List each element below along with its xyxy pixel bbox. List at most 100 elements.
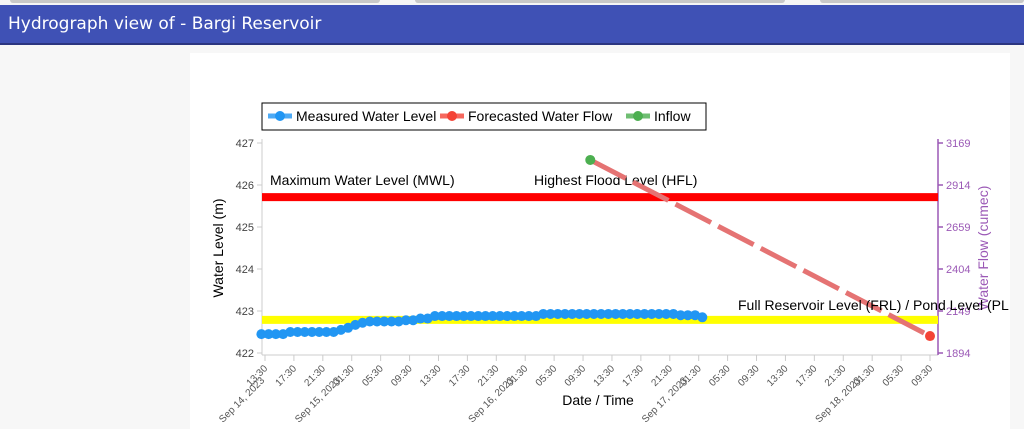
y2-tick-label: 2659 — [946, 222, 970, 234]
x-tick-label: 13:30 — [592, 363, 618, 389]
legend-swatch-dot — [633, 111, 643, 121]
measured-water-level-point — [451, 311, 462, 322]
measured-water-level-point — [588, 308, 599, 319]
measured-water-level-point — [256, 329, 267, 340]
x-axis-title: Date / Time — [562, 392, 634, 408]
browser-tab[interactable] — [820, 0, 1024, 3]
browser-tab[interactable] — [10, 0, 380, 3]
measured-water-level-point — [538, 308, 549, 319]
x-tick-label: 09:30 — [389, 363, 415, 389]
measured-water-level-point — [437, 311, 448, 322]
y2-tick-label: 2404 — [946, 264, 970, 276]
page-header: Hydrograph view of - Bargi Reservoir — [0, 5, 1024, 45]
legend-item: Inflow — [626, 108, 691, 124]
x-date-label: Sep 18, 2023 — [814, 375, 864, 425]
measured-water-level-point — [516, 311, 527, 322]
legend-swatch-dot — [275, 111, 285, 121]
forecasted-water-flow-point — [925, 331, 935, 342]
measured-water-level-point — [364, 316, 375, 327]
measured-water-level-point — [480, 311, 491, 322]
measured-water-level-point — [321, 327, 332, 337]
measured-water-level-point — [429, 311, 440, 322]
measured-water-level-point — [603, 308, 614, 319]
measured-water-level-point — [646, 308, 657, 319]
measured-water-level-point — [487, 311, 498, 322]
measured-water-level-point — [299, 327, 310, 337]
measured-water-level-point — [386, 316, 397, 327]
x-tick-label: 05:30 — [881, 363, 907, 389]
measured-water-level-point — [559, 308, 570, 319]
x-date-label: Sep 17, 2023 — [640, 375, 690, 425]
x-tick-label: 17:30 — [274, 363, 300, 389]
measured-water-level-point — [639, 308, 650, 319]
measured-water-level-point — [270, 329, 281, 340]
measured-water-level-point — [610, 308, 621, 319]
x-tick-label: 17:30 — [621, 363, 647, 389]
measured-water-level-point — [574, 308, 585, 319]
legend-label: Forecasted Water Flow — [468, 108, 613, 124]
measured-water-level-point — [306, 327, 317, 337]
measured-water-level-point — [415, 313, 426, 324]
measured-water-level-point — [466, 311, 477, 322]
legend-item: Forecasted Water Flow — [440, 108, 613, 124]
measured-water-level-point — [285, 327, 296, 337]
measured-water-level-point — [379, 316, 390, 327]
x-tick-label: 05:30 — [534, 363, 560, 389]
measured-water-level-point — [661, 308, 672, 319]
x-tick-label: 05:30 — [707, 363, 733, 389]
x-date-label: Sep 16, 2023 — [467, 375, 517, 425]
x-tick-label: 09:30 — [563, 363, 589, 389]
measured-water-level-point — [292, 327, 303, 337]
measured-water-level-point — [502, 311, 513, 322]
measured-water-level-point — [552, 308, 563, 319]
measured-water-level-point — [682, 310, 693, 321]
y-tick-label: 422 — [236, 348, 254, 360]
browser-tab-strip — [0, 0, 1024, 5]
y-tick-label: 427 — [236, 138, 254, 150]
y2-tick-label: 2149 — [946, 306, 970, 318]
x-tick-label: 09:30 — [736, 363, 762, 389]
y-tick-label: 424 — [236, 264, 254, 276]
frl-label: Full Reservoir Level (FRL) / Pond Level … — [738, 297, 1009, 313]
hfl-label: Highest Flood Level (HFL) — [534, 172, 697, 188]
measured-water-level-point — [653, 308, 664, 319]
measured-water-level-point — [545, 308, 556, 319]
x-tick-label: 05:30 — [360, 363, 386, 389]
measured-water-level-point — [444, 311, 455, 322]
y-axis-title: Water Level (m) — [210, 198, 226, 297]
measured-water-level-point — [523, 311, 534, 322]
inflow-point — [585, 154, 596, 165]
measured-water-level-point — [372, 316, 383, 327]
x-date-label: Sep 14, 2023 — [217, 375, 267, 425]
measured-water-level-point — [314, 327, 325, 337]
measured-water-level-point — [625, 308, 636, 319]
y2-tick-label: 1894 — [946, 348, 970, 360]
legend-label: Measured Water Level — [296, 108, 436, 124]
measured-water-level-point — [263, 329, 274, 340]
x-tick-label: 13:30 — [765, 363, 791, 389]
measured-water-level-point — [632, 308, 643, 319]
measured-water-level-point — [596, 308, 607, 319]
legend-label: Inflow — [654, 108, 691, 124]
legend-item: Measured Water Level — [268, 108, 436, 124]
x-tick-label: 13:30 — [418, 363, 444, 389]
measured-water-level-point — [473, 311, 484, 322]
measured-water-level-point — [509, 311, 520, 322]
y-tick-label: 425 — [236, 222, 254, 234]
y2-axis-title: Water Flow (cumec) — [975, 186, 991, 311]
mwl-label: Maximum Water Level (MWL) — [270, 172, 455, 188]
browser-tab[interactable] — [415, 0, 785, 3]
x-tick-label: 17:30 — [794, 363, 820, 389]
measured-water-level-point — [581, 308, 592, 319]
measured-water-level-point — [494, 311, 505, 322]
measured-water-level-point — [567, 308, 578, 319]
x-date-label: Sep 15, 2023 — [293, 375, 343, 425]
measured-water-level-point — [675, 310, 686, 321]
measured-water-level-point — [400, 315, 411, 326]
x-tick-label: 09:30 — [910, 363, 936, 389]
y-tick-label: 423 — [236, 306, 254, 318]
page-title: Hydrograph view of - Bargi Reservoir — [8, 14, 322, 34]
y2-tick-label: 3169 — [946, 138, 970, 150]
legend-swatch-dot — [447, 111, 457, 121]
forecasted-water-flow-line — [589, 157, 932, 339]
